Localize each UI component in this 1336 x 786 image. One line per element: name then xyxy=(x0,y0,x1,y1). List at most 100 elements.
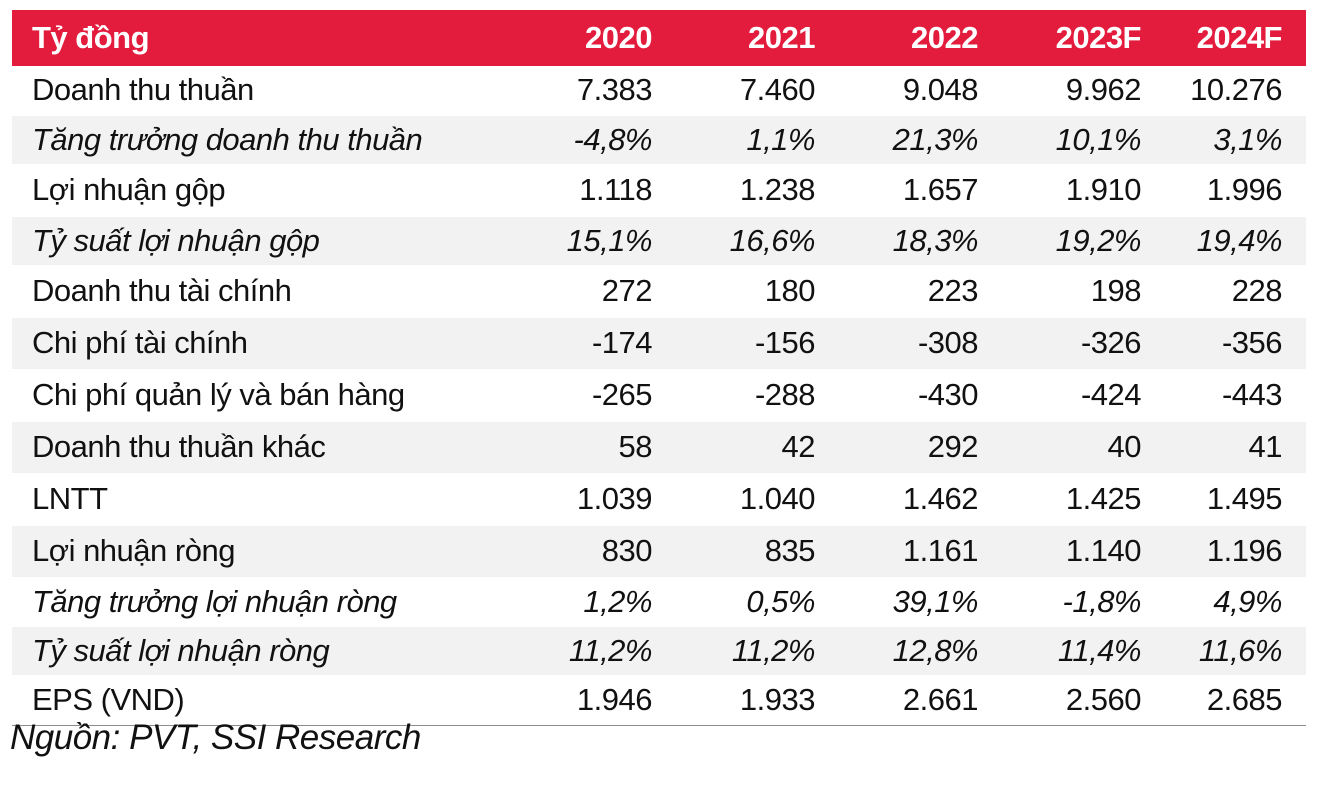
value-cell: -308 xyxy=(815,317,978,370)
value-cell: 223 xyxy=(815,265,978,318)
value-cell: 19,4% xyxy=(1141,216,1306,266)
value-cell: 15,1% xyxy=(489,216,652,266)
table-row: Tăng trưởng lợi nhuận ròng 1,2% 0,5% 39,1% -… xyxy=(12,577,1306,627)
value-cell: -424 xyxy=(978,369,1141,422)
value-cell: -430 xyxy=(815,369,978,422)
value-cell: 11,2% xyxy=(652,626,815,676)
value-cell: 1.140 xyxy=(978,525,1141,578)
value-cell: 40 xyxy=(978,421,1141,474)
year-header-2023f: 2023F xyxy=(1055,20,1141,55)
value-cell: 39,1% xyxy=(815,577,978,627)
value-cell: 1.425 xyxy=(978,473,1141,526)
value-cell: 7.460 xyxy=(652,66,815,116)
value-cell: -356 xyxy=(1141,317,1306,370)
value-cell: 41 xyxy=(1141,421,1306,474)
value-cell: 1,1% xyxy=(652,115,815,165)
value-cell: 9.048 xyxy=(815,66,978,116)
table-row: Doanh thu thuần 7.383 7.460 9.048 9.962 10.27… xyxy=(12,66,1306,116)
value-cell: 830 xyxy=(489,525,652,578)
value-cell: 1.118 xyxy=(489,164,652,217)
value-cell: 1.933 xyxy=(652,675,815,725)
table-row: Tỷ suất lợi nhuận gộp 15,1% 16,6% 18,3% 19,2… xyxy=(12,216,1306,266)
value-cell: 58 xyxy=(489,421,652,474)
table-row: Lợi nhuận gộp 1.118 1.238 1.657 1.910 1.996 xyxy=(12,164,1306,217)
value-cell: -156 xyxy=(652,317,815,370)
row-label: Tăng trưởng doanh thu thuần xyxy=(12,115,489,165)
row-label: Doanh thu thuần xyxy=(12,66,489,116)
value-cell: 19,2% xyxy=(978,216,1141,266)
value-cell: 11,2% xyxy=(489,626,652,676)
table-row: Doanh thu tài chính 272 180 223 198 228 xyxy=(12,265,1306,318)
value-cell: 21,3% xyxy=(815,115,978,165)
value-cell: 1.161 xyxy=(815,525,978,578)
row-label: Chi phí quản lý và bán hàng xyxy=(12,369,489,422)
value-cell: 180 xyxy=(652,265,815,318)
value-cell: 1.495 xyxy=(1141,473,1306,526)
row-label: Tăng trưởng lợi nhuận ròng xyxy=(12,577,489,627)
value-cell: 292 xyxy=(815,421,978,474)
source-note: Nguồn: PVT, SSI Research xyxy=(10,718,421,757)
value-cell: 11,6% xyxy=(1141,626,1306,676)
value-cell: 16,6% xyxy=(652,216,815,266)
unit-header: Tỷ đồng xyxy=(32,20,150,55)
row-label: Lợi nhuận ròng xyxy=(12,525,489,578)
value-cell: 11,4% xyxy=(978,626,1141,676)
table-row: Tỷ suất lợi nhuận ròng 11,2% 11,2% 12,8% 11,… xyxy=(12,626,1306,676)
row-label: Tỷ suất lợi nhuận gộp xyxy=(12,216,489,266)
value-cell: 1.910 xyxy=(978,164,1141,217)
row-label: Chi phí tài chính xyxy=(12,317,489,370)
value-cell: -288 xyxy=(652,369,815,422)
value-cell: -174 xyxy=(489,317,652,370)
value-cell: 1.039 xyxy=(489,473,652,526)
row-label: Doanh thu thuần khác xyxy=(12,421,489,474)
row-label: LNTT xyxy=(12,473,489,526)
value-cell: 3,1% xyxy=(1141,115,1306,165)
value-cell: 835 xyxy=(652,525,815,578)
value-cell: 272 xyxy=(489,265,652,318)
year-header-2021: 2021 xyxy=(748,20,815,55)
value-cell: 1.196 xyxy=(1141,525,1306,578)
value-cell: -4,8% xyxy=(489,115,652,165)
financial-summary-table: Tỷ đồng 2020 2021 2022 2023F 2024F Doanh… xyxy=(12,10,1306,725)
year-header-2024f: 2024F xyxy=(1196,20,1283,55)
value-cell: -265 xyxy=(489,369,652,422)
table-row: LNTT 1.039 1.040 1.462 1.425 1.495 xyxy=(12,473,1306,526)
row-label: Lợi nhuận gộp xyxy=(12,164,489,217)
value-cell: 1.462 xyxy=(815,473,978,526)
year-header-2022: 2022 xyxy=(911,20,978,55)
value-cell: 12,8% xyxy=(815,626,978,676)
value-cell: 10.276 xyxy=(1141,66,1306,116)
row-label: EPS (VND) xyxy=(12,675,489,725)
table-row: Chi phí tài chính -174 -156 -308 -326 -356 xyxy=(12,317,1306,370)
value-cell: 198 xyxy=(978,265,1141,318)
table-row: Lợi nhuận ròng 830 835 1.161 1.140 1.196 xyxy=(12,525,1306,578)
table-header-row: Tỷ đồng 2020 2021 2022 2023F 2024F xyxy=(12,10,1306,66)
table-body: Doanh thu thuần 7.383 7.460 9.048 9.962 10.27… xyxy=(12,66,1306,725)
table-bottom-rule xyxy=(12,724,1306,726)
value-cell: 1.040 xyxy=(652,473,815,526)
value-cell: 2.560 xyxy=(978,675,1141,725)
value-cell: -1,8% xyxy=(978,577,1141,627)
table-row: Doanh thu thuần khác 58 42 292 40 41 xyxy=(12,421,1306,474)
value-cell: 0,5% xyxy=(652,577,815,627)
value-cell: 10,1% xyxy=(978,115,1141,165)
value-cell: 2.661 xyxy=(815,675,978,725)
value-cell: 1,2% xyxy=(489,577,652,627)
value-cell: 42 xyxy=(652,421,815,474)
table-row: Tăng trưởng doanh thu thuần -4,8% 1,1% 21,3… xyxy=(12,115,1306,165)
table-row: EPS (VND) 1.946 1.933 2.661 2.560 2.685 xyxy=(12,675,1306,725)
table-row: Chi phí quản lý và bán hàng -265 -288 -430-… xyxy=(12,369,1306,422)
value-cell: 1.996 xyxy=(1141,164,1306,217)
value-cell: -326 xyxy=(978,317,1141,370)
value-cell: 1.946 xyxy=(489,675,652,725)
value-cell: -443 xyxy=(1141,369,1306,422)
value-cell: 7.383 xyxy=(489,66,652,116)
row-label: Tỷ suất lợi nhuận ròng xyxy=(12,626,489,676)
row-label: Doanh thu tài chính xyxy=(12,265,489,318)
value-cell: 228 xyxy=(1141,265,1306,318)
value-cell: 18,3% xyxy=(815,216,978,266)
year-header-2020: 2020 xyxy=(585,20,652,55)
value-cell: 2.685 xyxy=(1141,675,1306,725)
value-cell: 4,9% xyxy=(1141,577,1306,627)
financial-table-container: Tỷ đồng 2020 2021 2022 2023F 2024F Doanh… xyxy=(12,10,1306,726)
